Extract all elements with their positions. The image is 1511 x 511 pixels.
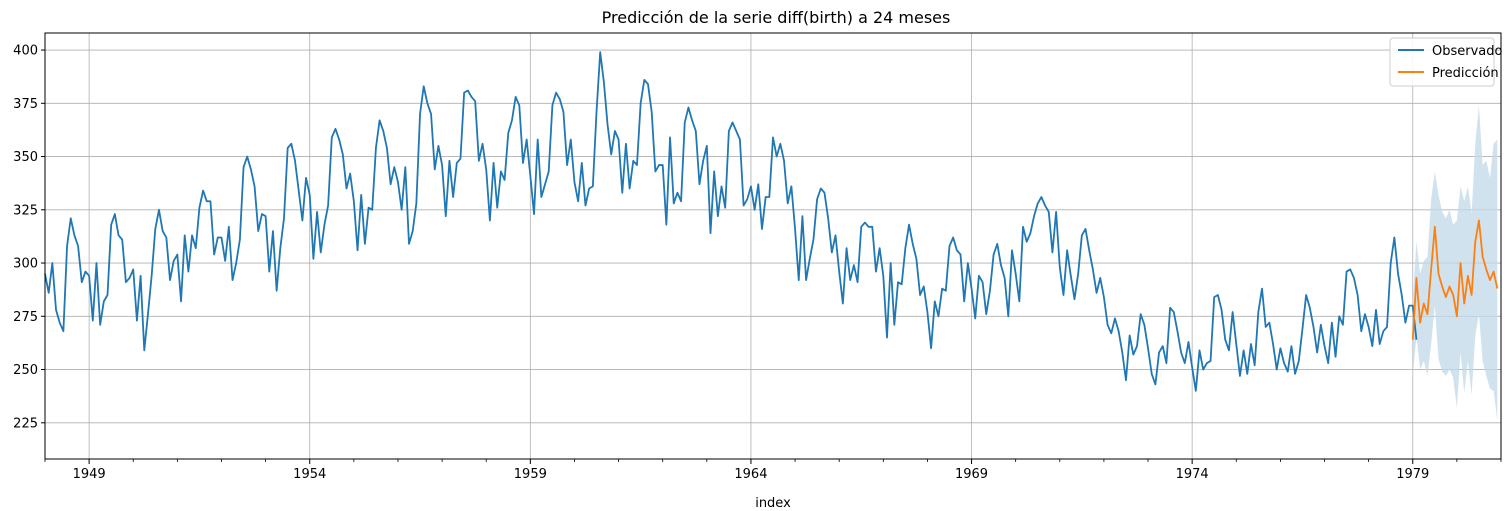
plot-frame: [44, 32, 1502, 460]
legend-label-observado: Observado: [1432, 44, 1503, 59]
series-layer: [44, 51, 1499, 392]
series-line-observado: [44, 51, 1418, 392]
y-tick-label: 275: [13, 310, 38, 325]
x-tick-label: 1954: [293, 467, 326, 482]
y-tick-label: 400: [13, 44, 38, 59]
x-tick-label: 1959: [514, 467, 547, 482]
legend: Observado Predicción: [1389, 37, 1503, 87]
x-axis: 1949 1954 1959 1964 1969 1974 1979: [44, 459, 1502, 482]
x-tick-label: 1979: [1396, 467, 1429, 482]
confidence-band: [1412, 105, 1498, 421]
y-tick-label: 250: [13, 363, 38, 378]
x-tick-label: 1949: [73, 467, 106, 482]
x-axis-label: index: [755, 496, 791, 511]
y-axis: 225 250 275 300 325 350 375 400: [13, 44, 45, 431]
x-tick-label: 1969: [955, 467, 988, 482]
y-tick-label: 325: [13, 203, 38, 218]
legend-label-prediccion: Predicción: [1432, 66, 1499, 81]
y-tick-label: 375: [13, 97, 38, 112]
x-tick-label: 1974: [1176, 467, 1209, 482]
y-tick-label: 300: [13, 257, 38, 272]
y-tick-label: 350: [13, 150, 38, 165]
plot-area: [45, 33, 1501, 459]
series-line-prediccion: [1411, 219, 1499, 340]
y-tick-label: 225: [13, 416, 38, 431]
chart-title: Predicción de la serie diff(birth) a 24 …: [602, 8, 951, 27]
x-tick-label: 1964: [734, 467, 767, 482]
